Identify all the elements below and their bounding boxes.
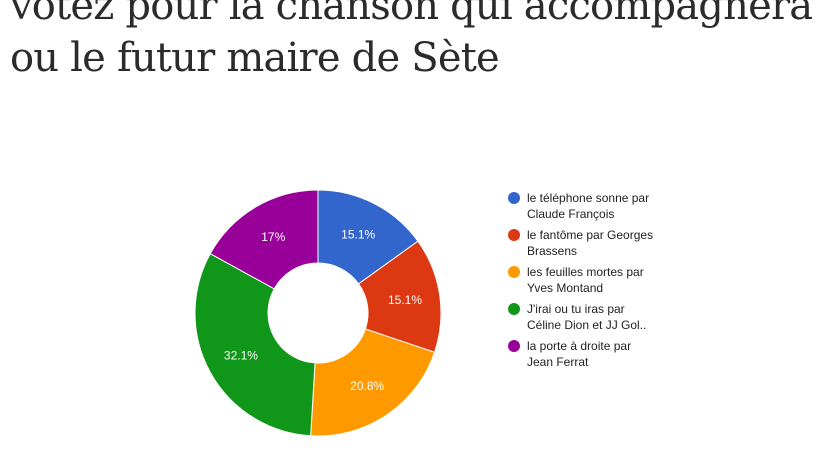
legend-swatch xyxy=(508,229,520,241)
slice-value-label-4: 17% xyxy=(261,230,285,244)
legend-label-line: Brassens xyxy=(527,244,578,258)
legend-label-line: le fantôme par Georges xyxy=(527,228,654,242)
legend-label: le fantôme par Georges Brassens xyxy=(527,227,653,259)
legend-label-line: Céline Dion et JJ Gol.. xyxy=(527,318,647,332)
slice-value-label-1: 15.1% xyxy=(388,293,422,307)
donut-slice-3[interactable] xyxy=(194,252,316,437)
legend-label-line: les feuilles mortes par xyxy=(527,265,644,279)
legend-label: la porte à droite par Jean Ferrat xyxy=(527,338,631,370)
legend-item-fantome[interactable]: le fantôme par Georges Brassens xyxy=(508,227,688,259)
page-title-line-2: ou le futur maire de Sète xyxy=(10,35,500,81)
slice-value-label-0: 15.1% xyxy=(341,228,375,242)
donut-slice-4[interactable] xyxy=(209,189,319,290)
page-title-line-1: votez pour la chanson qui accompagnera l… xyxy=(10,0,820,29)
legend-item-telephone[interactable]: le téléphone sonne par Claude François xyxy=(508,190,688,222)
legend-label: J'irai ou tu iras par Céline Dion et JJ … xyxy=(527,301,646,333)
legend-label-line: le téléphone sonne par xyxy=(527,191,650,205)
legend-swatch xyxy=(508,303,520,315)
legend-item-porte-a-droite[interactable]: la porte à droite par Jean Ferrat xyxy=(508,338,688,370)
legend-swatch xyxy=(508,192,520,204)
legend-label: le téléphone sonne par Claude François xyxy=(527,190,649,222)
legend-label: les feuilles mortes par Yves Montand xyxy=(527,264,644,296)
chart-legend: le téléphone sonne par Claude François l… xyxy=(508,190,688,375)
legend-swatch xyxy=(508,340,520,352)
legend-swatch xyxy=(508,266,520,278)
page-title: votez pour la chanson qui accompagnera l… xyxy=(10,0,820,84)
legend-item-irai[interactable]: J'irai ou tu iras par Céline Dion et JJ … xyxy=(508,301,688,333)
slice-value-label-2: 20.8% xyxy=(350,379,384,393)
legend-label-line: la porte à droite par xyxy=(527,339,632,353)
slice-value-label-3: 32.1% xyxy=(224,348,258,362)
legend-item-feuilles-mortes[interactable]: les feuilles mortes par Yves Montand xyxy=(508,264,688,296)
donut-slice-2[interactable] xyxy=(310,328,436,437)
legend-label-line: Jean Ferrat xyxy=(527,355,589,369)
legend-label-line: J'irai ou tu iras par xyxy=(527,302,625,316)
legend-label-line: Claude François xyxy=(527,207,615,221)
legend-label-line: Yves Montand xyxy=(527,281,604,295)
